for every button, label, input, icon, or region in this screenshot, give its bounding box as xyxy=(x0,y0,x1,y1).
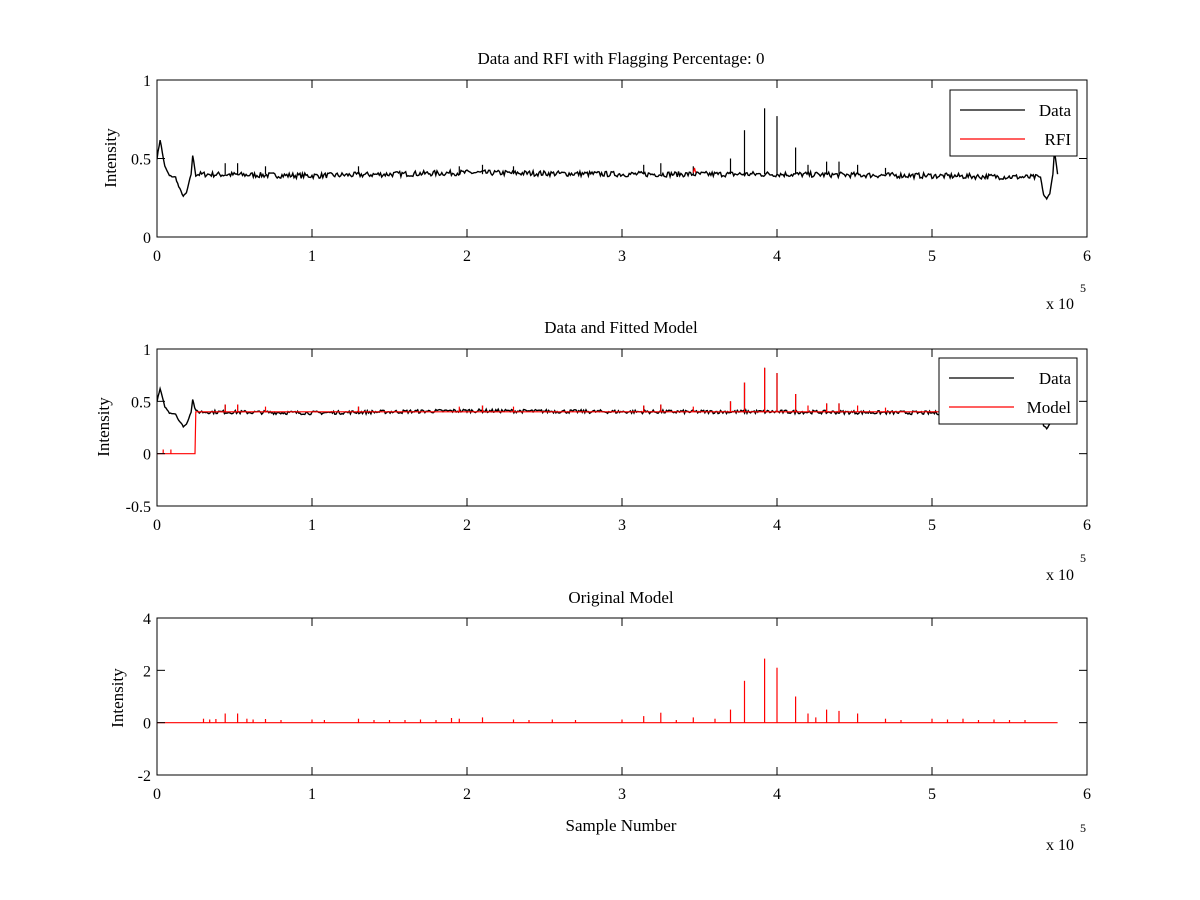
x-tick-label: 1 xyxy=(308,248,316,265)
panel-data-rfi: Data and RFI with Flagging Percentage: 0… xyxy=(101,49,1091,313)
x-tick-label: 5 xyxy=(928,517,936,534)
legend-label-model: Model xyxy=(1027,398,1072,417)
x-tick-label: 0 xyxy=(153,517,161,534)
panel-3-xlabel: Sample Number xyxy=(566,816,677,835)
x-tick-label: 5 xyxy=(928,248,936,265)
y-tick-label: 0.5 xyxy=(131,152,151,169)
panel-1-x-multiplier: x 10 5 xyxy=(1046,281,1086,313)
x-tick-label: 3 xyxy=(618,248,626,265)
legend: Data Model xyxy=(938,357,1078,425)
x-tick-label: 4 xyxy=(773,248,781,265)
series-line-data xyxy=(157,139,1059,201)
panel-original-model: Original Model Intensity Sample Number x… xyxy=(108,588,1091,854)
y-tick-label: 1 xyxy=(143,342,151,359)
legend-box xyxy=(938,357,1078,425)
plot-area xyxy=(157,349,1087,506)
x-tick-label: 0 xyxy=(153,786,161,803)
y-tick-label: 0 xyxy=(143,447,151,464)
legend-label-data: Data xyxy=(1039,101,1072,120)
x-tick-label: 2 xyxy=(463,786,471,803)
panel-3-title: Original Model xyxy=(568,588,674,607)
x-tick-label: 6 xyxy=(1083,248,1091,265)
x-tick-label: 2 xyxy=(463,248,471,265)
series-group xyxy=(157,367,1059,455)
x-tick-label: 6 xyxy=(1083,517,1091,534)
y-tick-label: 0 xyxy=(143,716,151,733)
panel-data-fitted-model: Data and Fitted Model Intensity x 10 5 0… xyxy=(94,318,1091,584)
x-tick-label: 1 xyxy=(308,786,316,803)
x-tick-label: 1 xyxy=(308,517,316,534)
x-tick-label: 2 xyxy=(463,517,471,534)
y-tick-label: -2 xyxy=(138,768,151,785)
series-group xyxy=(157,658,1058,724)
x-tick-label: 3 xyxy=(618,786,626,803)
legend-box xyxy=(949,89,1078,157)
legend-label-rfi: RFI xyxy=(1045,130,1072,149)
panel-1-title: Data and RFI with Flagging Percentage: 0 xyxy=(477,49,764,68)
x-tick-label: 6 xyxy=(1083,786,1091,803)
x-tick-label: 4 xyxy=(773,517,781,534)
panel-2-x-multiplier-exponent: 5 xyxy=(1080,551,1086,565)
panel-1-x-multiplier-exponent: 5 xyxy=(1080,281,1086,295)
panel-1-x-multiplier-base: x 10 xyxy=(1046,296,1074,313)
panel-3-x-multiplier: x 10 5 xyxy=(1046,821,1086,854)
y-tick-label: 0 xyxy=(143,230,151,247)
legend: Data RFI xyxy=(949,89,1078,157)
x-tick-label: 5 xyxy=(928,786,936,803)
panel-2-x-multiplier-base: x 10 xyxy=(1046,567,1074,584)
y-tick-label: 1 xyxy=(143,73,151,90)
panel-2-x-multiplier: x 10 5 xyxy=(1046,551,1086,584)
legend-label-data: Data xyxy=(1039,369,1072,388)
y-tick-label: 2 xyxy=(143,663,151,680)
y-tick-label: -0.5 xyxy=(126,499,151,516)
x-tick-label: 3 xyxy=(618,517,626,534)
series-group xyxy=(157,108,1059,201)
plot-area xyxy=(157,618,1087,775)
panel-2-ylabel: Intensity xyxy=(94,397,113,457)
plot-area xyxy=(157,80,1087,237)
y-tick-label: 0.5 xyxy=(131,394,151,411)
x-tick-label: 0 xyxy=(153,248,161,265)
panel-1-ylabel: Intensity xyxy=(101,128,120,188)
panel-3-ylabel: Intensity xyxy=(108,668,127,728)
series-line-rfi xyxy=(692,167,697,173)
series-line-model xyxy=(157,411,1058,455)
panel-3-x-multiplier-exponent: 5 xyxy=(1080,821,1086,835)
series-line-data xyxy=(157,385,1059,431)
x-tick-label: 4 xyxy=(773,786,781,803)
panel-2-title: Data and Fitted Model xyxy=(544,318,698,337)
y-tick-label: 4 xyxy=(143,611,151,628)
panel-3-x-multiplier-base: x 10 xyxy=(1046,837,1074,854)
